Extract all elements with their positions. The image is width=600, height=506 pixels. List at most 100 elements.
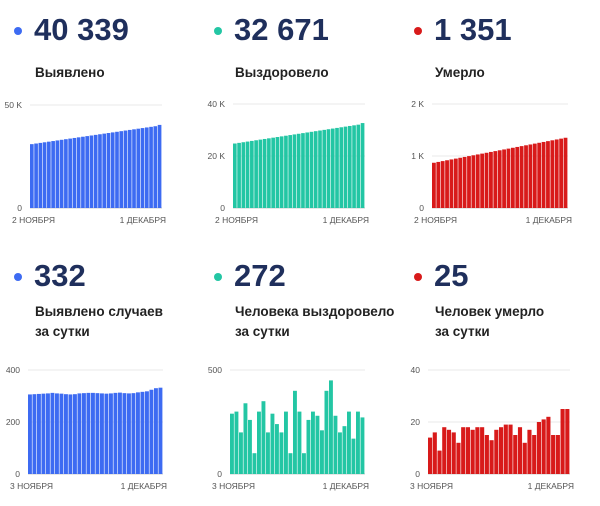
bar: [480, 427, 485, 474]
bar: [342, 426, 347, 474]
bar: [351, 438, 356, 474]
red-dot: [414, 27, 422, 35]
bar: [541, 419, 546, 474]
bar: [551, 435, 556, 474]
bar: [517, 427, 523, 474]
bar: [275, 424, 279, 474]
bar: [449, 159, 454, 208]
bar: [93, 134, 98, 208]
bar: [50, 392, 55, 474]
bar: [309, 131, 314, 208]
bar: [252, 453, 257, 474]
bar: [437, 450, 442, 474]
panel-daily-recovered: 272 Человека выздоровело за сутки: [200, 0, 400, 339]
bar: [239, 432, 243, 474]
x-end-label: 1 ДЕКАБРЯ: [323, 215, 369, 225]
bar: [494, 429, 499, 474]
bar: [536, 422, 541, 474]
bar: [301, 133, 305, 208]
bar: [338, 432, 342, 474]
x-start-label: 2 НОЯБРЯ: [12, 215, 55, 225]
bar: [32, 394, 37, 474]
bar: [428, 437, 433, 474]
daily-recovered-label: Человека выздоровело за сутки: [235, 302, 400, 342]
y-tick-label: 0: [419, 203, 424, 213]
bar: [288, 453, 293, 474]
bar: [563, 137, 568, 208]
bar: [123, 130, 128, 208]
bar: [471, 155, 476, 208]
bar: [144, 127, 149, 208]
bar: [72, 137, 77, 208]
bar: [440, 161, 445, 208]
bar: [81, 136, 85, 208]
bar: [461, 427, 466, 474]
label-line: Выявлено: [35, 65, 105, 80]
bar: [127, 129, 132, 208]
label-line: Выздоровело: [235, 65, 329, 80]
label-line: за сутки: [235, 324, 290, 339]
bar: [77, 393, 82, 474]
y-tick-label: 20 K: [208, 151, 226, 161]
bar: [322, 129, 327, 208]
bar: [95, 393, 100, 474]
bar: [467, 156, 471, 208]
bar: [527, 429, 532, 474]
bar: [118, 392, 122, 474]
x-end-label: 1 ДЕКАБРЯ: [526, 215, 572, 225]
bar: [360, 417, 365, 474]
bar: [550, 140, 555, 208]
panel-recovered: 32 671 Выздоровело: [200, 0, 400, 253]
bar: [333, 415, 338, 474]
bar: [560, 409, 565, 474]
panel-identified: 40 339 Выявлено: [0, 0, 200, 253]
bar: [537, 142, 542, 208]
bar: [360, 123, 365, 208]
bar: [524, 145, 528, 208]
bar: [113, 392, 118, 474]
daily-died-value: 25: [434, 258, 469, 293]
red-dot: [414, 273, 422, 281]
bar: [241, 142, 246, 208]
daily-recovered-value: 272: [234, 258, 286, 293]
bar: [136, 128, 141, 208]
bar: [28, 394, 32, 474]
blue-dot: [14, 27, 22, 35]
bar: [446, 429, 452, 474]
bar: [546, 141, 550, 208]
bar: [89, 135, 94, 208]
bar: [98, 134, 102, 208]
bar: [55, 140, 60, 208]
bar: [34, 143, 38, 208]
bar: [85, 136, 90, 208]
bar: [110, 132, 115, 208]
x-start-label: 3 НОЯБРЯ: [10, 481, 53, 491]
bar: [528, 144, 533, 208]
label-line: Умерло: [435, 65, 485, 80]
bar: [279, 136, 284, 208]
bar: [257, 411, 261, 474]
bar: [64, 139, 68, 208]
bar: [262, 138, 267, 208]
bar: [149, 126, 153, 208]
total-identified-label: Выявлено: [35, 63, 200, 83]
bar: [136, 392, 140, 474]
bar: [541, 141, 546, 208]
bar: [565, 409, 570, 474]
bar: [296, 133, 301, 208]
bar: [245, 141, 250, 208]
bar: [157, 124, 162, 208]
bar: [261, 401, 266, 474]
label-line: за сутки: [35, 324, 90, 339]
bar: [515, 146, 520, 208]
panel-daily-died: 25 Человек умерло за сутки: [400, 0, 600, 339]
bar: [339, 127, 344, 208]
bar: [284, 411, 288, 474]
bar: [132, 129, 136, 208]
y-tick-label: 40: [411, 365, 421, 375]
bar: [59, 393, 64, 474]
bar: [451, 432, 456, 474]
